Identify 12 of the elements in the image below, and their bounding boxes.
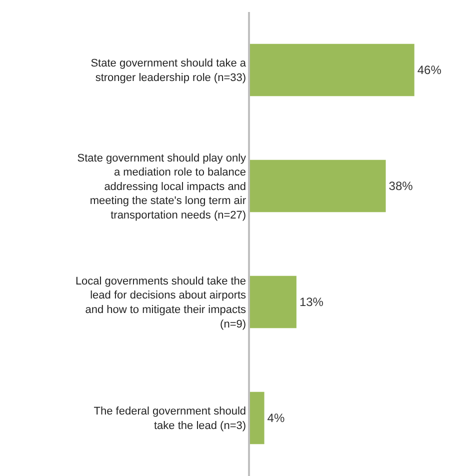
y-tick-label: Local governments should take the lead for decisions about airports and how to mitigate their impacts (n=9): [75, 275, 247, 330]
bar: [250, 160, 386, 212]
y-tick-label: The federal government should take the lead (n=3): [94, 406, 246, 432]
bar: [250, 392, 264, 444]
data-label: 4%: [267, 411, 285, 425]
data-label: 46%: [417, 63, 442, 77]
bar: [250, 276, 296, 328]
bar: [250, 44, 414, 96]
y-tick-label: State government should play only a mediation role to balance addressing local impacts and meeting the state's long term air transportation needs (n=27): [77, 152, 247, 222]
data-label: 13%: [299, 295, 324, 309]
data-label: 38%: [388, 179, 414, 193]
y-tick-label: State government should take a stronger leadership role (n=33): [90, 58, 247, 84]
